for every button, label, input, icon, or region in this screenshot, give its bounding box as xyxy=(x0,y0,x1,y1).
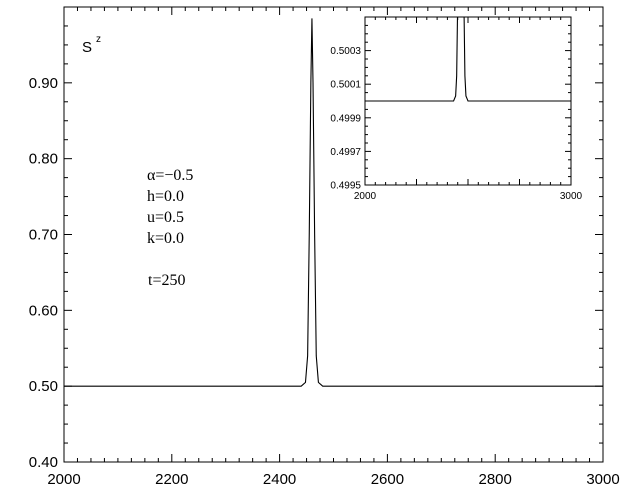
main-y-tick-label: 0.80 xyxy=(29,151,58,168)
inset-series-line xyxy=(365,17,571,102)
parameter-annotation: h=0.0 xyxy=(147,188,184,205)
main-x-tick-label: 2200 xyxy=(155,471,188,488)
inset-y-tick-label: 0.5001 xyxy=(330,80,361,91)
inset-x-tick-label: 3000 xyxy=(560,191,583,202)
main-y-tick-label: 0.90 xyxy=(29,75,58,92)
main-y-axis-label: S xyxy=(82,39,92,56)
main-y-axis-label-superscript: z xyxy=(96,34,101,45)
inset-y-tick-label: 0.4999 xyxy=(330,113,361,124)
parameter-annotation: α=−0.5 xyxy=(147,167,193,184)
main-y-tick-label: 0.70 xyxy=(29,227,58,244)
main-y-tick-label: 0.50 xyxy=(29,378,58,395)
main-series-line xyxy=(64,18,603,387)
parameter-annotation: u=0.5 xyxy=(147,209,184,226)
parameter-annotation: t=250 xyxy=(148,272,185,289)
main-y-tick-label: 0.40 xyxy=(29,454,58,471)
inset-y-tick-label: 0.4997 xyxy=(330,147,361,158)
inset-y-tick-label: 0.5003 xyxy=(330,46,361,57)
main-y-tick-label: 0.60 xyxy=(29,302,58,319)
main-x-tick-label: 3000 xyxy=(586,471,619,488)
main-x-tick-label: 2800 xyxy=(479,471,512,488)
main-x-tick-label: 2000 xyxy=(47,471,80,488)
main-plot-frame xyxy=(63,6,604,463)
inset-x-tick-label: 2000 xyxy=(354,191,377,202)
inset-y-tick-label: 0.4995 xyxy=(330,181,361,192)
main-x-tick-label: 2600 xyxy=(371,471,404,488)
main-x-tick-label: 2400 xyxy=(263,471,296,488)
parameter-annotation: k=0.0 xyxy=(147,230,184,247)
